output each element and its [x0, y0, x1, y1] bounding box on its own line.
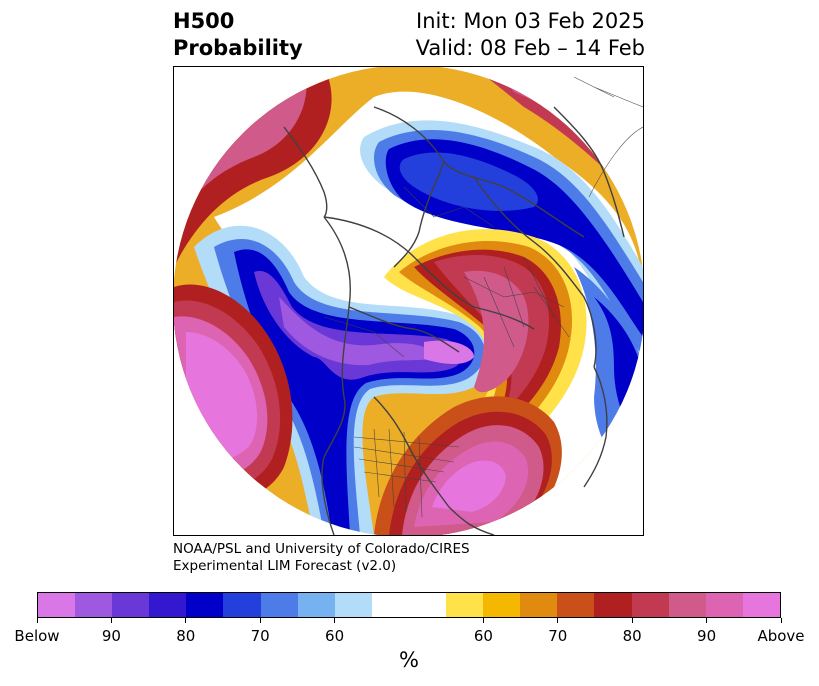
colorbar-tick-label: 90	[101, 627, 121, 645]
colorbar-swatch	[149, 593, 187, 617]
colorbar-swatch	[446, 593, 484, 617]
colorbar-swatch	[483, 593, 521, 617]
colorbar-tickmark	[185, 618, 187, 623]
colorbar-tickmark	[259, 618, 261, 623]
init-date: Init: Mon 03 Feb 2025	[416, 9, 645, 33]
title-quantity: Probability	[173, 36, 303, 60]
colorbar-tickmark	[780, 618, 782, 623]
probability-map	[173, 66, 644, 536]
colorbar-tickmark	[706, 618, 708, 623]
colorbar-swatch	[334, 593, 372, 617]
probability-field	[174, 67, 643, 535]
borders	[323, 76, 643, 518]
coastlines	[283, 106, 625, 535]
colorbar-swatch	[520, 593, 558, 617]
colorbar-swatch	[260, 593, 298, 617]
map-svg	[174, 67, 643, 535]
colorbar-tick-label: Above	[757, 627, 805, 645]
colorbar-tick-label: 60	[325, 627, 345, 645]
colorbar-swatch	[371, 593, 447, 617]
colorbar-tick-label: 80	[176, 627, 196, 645]
colorbar-swatch	[557, 593, 595, 617]
forecast-dates: Init: Mon 03 Feb 2025 Valid: 08 Feb – 14…	[416, 8, 645, 62]
colorbar-swatch	[112, 593, 150, 617]
colorbar-tickmark	[631, 618, 633, 623]
colorbar-swatch	[297, 593, 335, 617]
valid-range: Valid: 08 Feb – 14 Feb	[415, 36, 645, 60]
data-source-credit: NOAA/PSL and University of Colorado/CIRE…	[173, 541, 470, 575]
colorbar-tick-label: 70	[548, 627, 568, 645]
colorbar-units: %	[399, 648, 419, 672]
colorbar-swatch	[38, 593, 76, 617]
credit-line-2: Experimental LIM Forecast (v2.0)	[173, 558, 397, 574]
colorbar-swatch	[668, 593, 706, 617]
colorbar-tickmark	[110, 618, 112, 623]
colorbar-swatch	[742, 593, 780, 617]
colorbar-tick-label: 80	[622, 627, 642, 645]
colorbar-tick-label: 60	[473, 627, 493, 645]
credit-line-1: NOAA/PSL and University of Colorado/CIRE…	[173, 541, 470, 557]
colorbar-tick-label: Below	[14, 627, 60, 645]
colorbar-swatch	[631, 593, 669, 617]
colorbar-tickmark	[482, 618, 484, 623]
colorbar-tickmark	[36, 618, 38, 623]
colorbar-swatch	[186, 593, 224, 617]
colorbar-swatch	[223, 593, 261, 617]
colorbar-tick-label: 90	[697, 627, 717, 645]
probability-colorbar	[37, 592, 781, 618]
colorbar-tickmark	[334, 618, 336, 623]
colorbar-swatch	[594, 593, 632, 617]
title-variable: H500	[173, 9, 235, 33]
colorbar-swatch	[705, 593, 743, 617]
map-title: H500 Probability	[173, 8, 303, 62]
colorbar-swatch	[75, 593, 113, 617]
colorbar-tickmark	[557, 618, 559, 623]
colorbar-tick-label: 70	[250, 627, 270, 645]
